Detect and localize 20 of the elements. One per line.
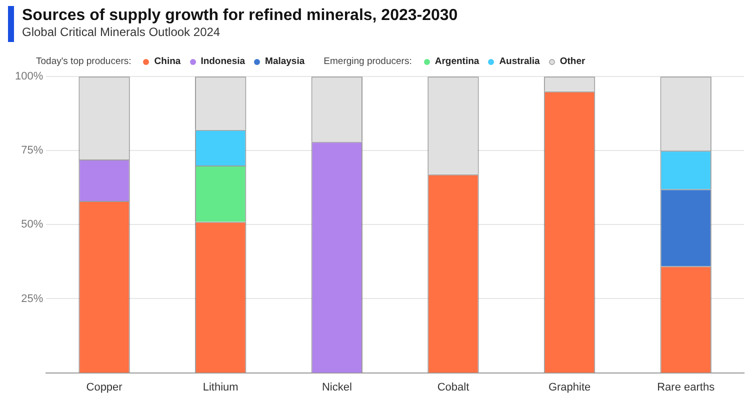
legend-label: Other	[558, 56, 586, 67]
x-tick-label: Copper	[86, 381, 123, 394]
y-tick-label: 25%	[21, 292, 44, 305]
legend-label: Malaysia	[264, 56, 305, 67]
text: Emerging producers:	[324, 56, 412, 67]
x-tick-label: Graphite	[548, 381, 591, 394]
legend-label: Indonesia	[200, 56, 246, 67]
chart-subtitle: Global Critical Minerals Outlook 2024	[22, 25, 222, 40]
legend-label: Argentina	[434, 56, 480, 67]
legend-label: Australia	[498, 56, 540, 67]
x-tick-label: Rare earths	[657, 381, 716, 394]
x-tick-label: Cobalt	[437, 381, 470, 394]
text: Today's top producers:	[36, 56, 132, 67]
y-tick-label: 75%	[21, 144, 44, 157]
x-tick-label: Nickel	[322, 381, 352, 394]
x-tick-label: Lithium	[202, 381, 238, 394]
chart-title: Sources of supply growth for refined minerals, 2023-2030	[22, 6, 458, 25]
y-tick-label: 100%	[14, 70, 44, 83]
legend-label: China	[153, 56, 181, 67]
y-tick-label: 50%	[21, 218, 44, 231]
